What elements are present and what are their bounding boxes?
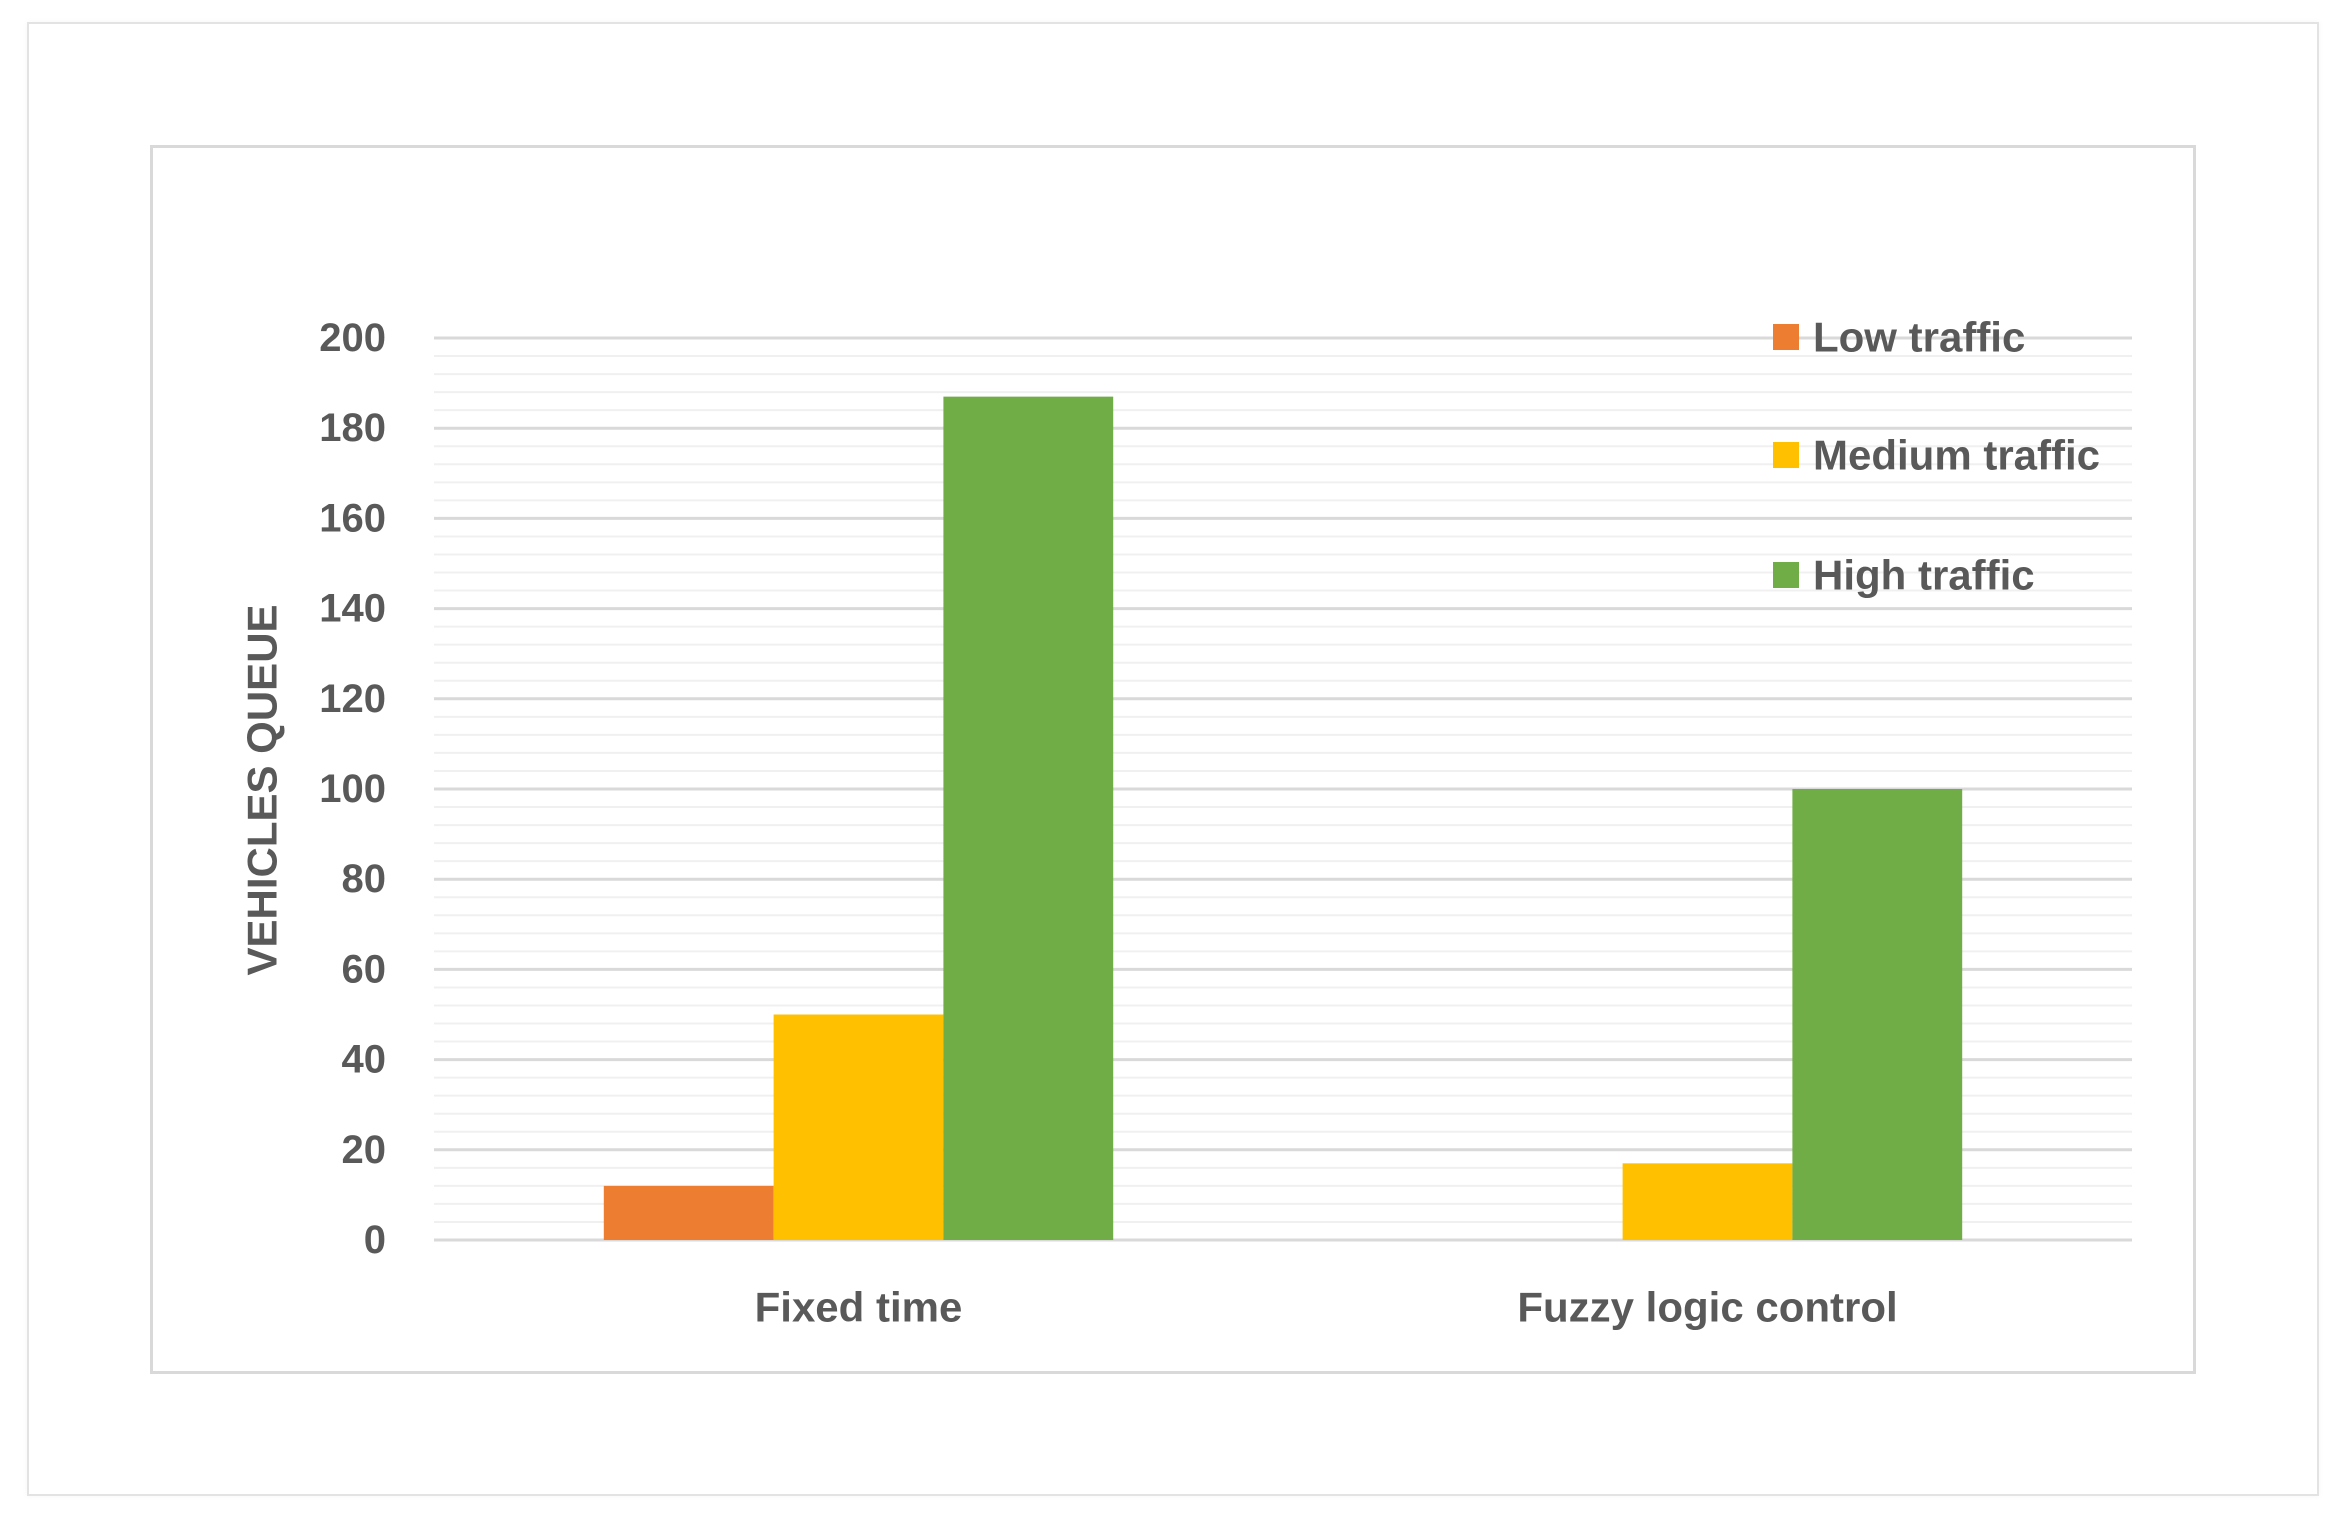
category-label: Fixed time xyxy=(755,1284,963,1331)
legend-item-low-traffic: Low traffic xyxy=(1773,314,2025,361)
y-tick-label: 0 xyxy=(364,1218,386,1262)
legend-label: High traffic xyxy=(1813,552,2035,599)
bar-high-traffic xyxy=(943,396,1114,1240)
bar-medium-traffic xyxy=(773,1014,944,1240)
category-label: Fuzzy logic control xyxy=(1517,1284,1897,1331)
y-tick-label: 120 xyxy=(319,677,386,721)
y-tick-label: 60 xyxy=(342,947,387,991)
y-tick-label: 100 xyxy=(319,767,386,811)
legend-item-medium-traffic: Medium traffic xyxy=(1773,432,2100,479)
legend-swatch xyxy=(1773,562,1799,588)
bars xyxy=(603,396,1963,1240)
y-tick-label: 20 xyxy=(342,1128,387,1172)
y-tick-label: 180 xyxy=(319,406,386,450)
y-tick-label: 140 xyxy=(319,587,386,631)
legend: Low traffic Medium traffic High traffic xyxy=(1773,314,2100,599)
bar-high-traffic xyxy=(1792,789,1963,1240)
y-tick-label: 200 xyxy=(319,316,386,360)
bar-medium-traffic xyxy=(1622,1163,1793,1240)
legend-label: Medium traffic xyxy=(1813,432,2100,479)
legend-swatch xyxy=(1773,324,1799,350)
legend-label: Low traffic xyxy=(1813,314,2025,361)
legend-swatch xyxy=(1773,442,1799,468)
y-tick-label: 40 xyxy=(342,1038,387,1082)
y-tick-label: 80 xyxy=(342,857,387,901)
legend-item-high-traffic: High traffic xyxy=(1773,552,2035,599)
y-axis-title: VEHICLES QUEUE xyxy=(239,604,286,975)
bar-low-traffic xyxy=(603,1185,774,1240)
y-tick-label: 160 xyxy=(319,496,386,540)
